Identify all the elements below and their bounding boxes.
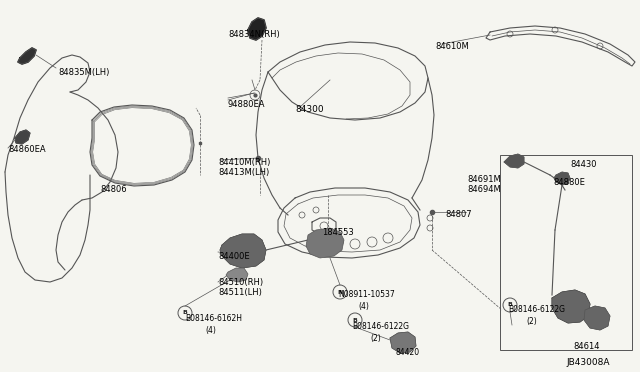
Text: JB43008A: JB43008A [566, 358, 609, 367]
Polygon shape [554, 172, 570, 185]
Text: N: N [337, 289, 342, 295]
Text: 84860EA: 84860EA [8, 145, 45, 154]
Text: 84880E: 84880E [553, 178, 585, 187]
Text: 84807: 84807 [445, 210, 472, 219]
Text: 84510(RH): 84510(RH) [218, 278, 263, 287]
Polygon shape [552, 290, 590, 323]
Text: B08146-6122G: B08146-6122G [508, 305, 565, 314]
Polygon shape [390, 332, 416, 353]
Text: 84420: 84420 [395, 348, 419, 357]
Polygon shape [18, 48, 36, 64]
Text: 84430: 84430 [570, 160, 596, 169]
Text: (4): (4) [205, 326, 216, 335]
Text: 94880EA: 94880EA [228, 100, 266, 109]
Text: 84694M: 84694M [467, 185, 500, 194]
Text: 184553: 184553 [322, 228, 354, 237]
Text: 84834N(RH): 84834N(RH) [228, 30, 280, 39]
Text: (2): (2) [370, 334, 381, 343]
Text: 84806: 84806 [100, 185, 127, 194]
Polygon shape [15, 130, 30, 144]
Text: 84610M: 84610M [435, 42, 468, 51]
Text: (2): (2) [526, 317, 537, 326]
Text: 84300: 84300 [295, 105, 324, 114]
Text: 84511(LH): 84511(LH) [218, 288, 262, 297]
Polygon shape [584, 306, 610, 330]
Polygon shape [306, 228, 344, 258]
Text: 84835M(LH): 84835M(LH) [58, 68, 109, 77]
Polygon shape [226, 268, 248, 282]
Text: (4): (4) [358, 302, 369, 311]
Text: B: B [508, 302, 513, 308]
Text: 84691M: 84691M [467, 175, 500, 184]
Text: 84400E: 84400E [218, 252, 250, 261]
Text: B: B [353, 317, 357, 323]
Polygon shape [220, 234, 266, 268]
Text: N08911-10537: N08911-10537 [338, 290, 395, 299]
Text: 84413M(LH): 84413M(LH) [218, 168, 269, 177]
Text: B08146-6122G: B08146-6122G [352, 322, 409, 331]
Polygon shape [504, 154, 524, 168]
Text: 84614: 84614 [573, 342, 600, 351]
Text: B: B [182, 311, 188, 315]
Text: B08146-6162H: B08146-6162H [185, 314, 242, 323]
Text: 84410M(RH): 84410M(RH) [218, 158, 270, 167]
Polygon shape [248, 18, 266, 40]
